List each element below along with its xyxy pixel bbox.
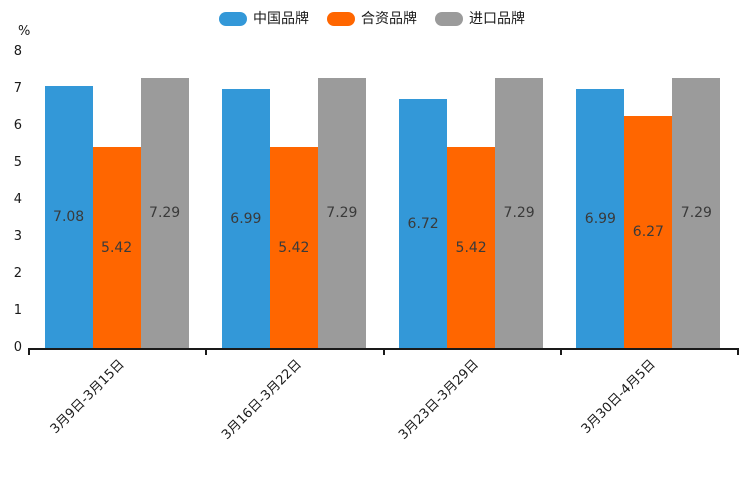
bar-value-label: 7.29 — [503, 205, 535, 222]
y-tick-label: 1 — [13, 303, 22, 318]
x-axis-tick — [559, 348, 562, 355]
legend-item: 中国品牌 — [219, 12, 309, 26]
bar-value-label: 6.72 — [407, 215, 439, 232]
bar-value-label: 6.99 — [584, 210, 616, 227]
bar-value-label: 7.29 — [149, 205, 181, 222]
bar-中国品牌-3月23日-3月29日 — [399, 99, 448, 348]
bar-value-label: 7.29 — [680, 205, 712, 222]
y-tick-label: 3 — [13, 229, 22, 244]
x-tick-label: 3月9日-3月15日 — [47, 357, 128, 437]
legend-label: 合资品牌 — [361, 11, 417, 27]
legend-swatch-icon — [219, 12, 247, 26]
legend-swatch-icon — [327, 12, 355, 26]
x-axis-tick — [28, 348, 30, 355]
bar-value-label: 6.27 — [632, 224, 664, 240]
legend-item: 合资品牌 — [327, 12, 417, 26]
bar-value-label: 5.42 — [455, 239, 487, 256]
bar-value-label: 7.29 — [326, 205, 358, 222]
legend-item: 进口品牌 — [435, 12, 525, 26]
y-tick-label: 0 — [13, 340, 22, 355]
bar-进口品牌-3月23日-3月29日 — [495, 78, 544, 348]
bar-value-label: 5.42 — [101, 239, 133, 256]
legend-swatch-icon — [435, 12, 463, 26]
x-axis-tick — [205, 348, 208, 355]
bar-进口品牌-3月16日-3月22日 — [317, 78, 366, 348]
bar-合资品牌-3月23日-3月29日 — [447, 147, 496, 348]
x-axis-tick — [382, 348, 385, 355]
bar-value-label: 5.42 — [278, 239, 310, 256]
x-tick-label: 3月30日-4月5日 — [579, 357, 659, 437]
chart-legend: 中国品牌 合资品牌 进口品牌 — [0, 8, 744, 30]
bar-value-label: 7.08 — [53, 209, 85, 226]
legend-label: 中国品牌 — [253, 11, 309, 27]
y-tick-label: 5 — [13, 155, 22, 170]
bar-进口品牌-3月9日-3月15日 — [140, 78, 189, 348]
bar-中国品牌-3月9日-3月15日 — [44, 86, 93, 348]
bar-value-label: 6.99 — [230, 210, 262, 227]
bar-中国品牌-3月30日-4月5日 — [576, 89, 625, 348]
bar-进口品牌-3月30日-4月5日 — [672, 78, 721, 348]
bar-中国品牌-3月16日-3月22日 — [221, 89, 270, 348]
y-axis-unit-label: % — [18, 24, 31, 39]
y-tick-label: 6 — [13, 118, 22, 133]
x-tick-label: 3月16日-3月22日 — [218, 357, 305, 443]
x-axis-tick — [737, 348, 739, 355]
y-tick-label: 2 — [13, 266, 22, 281]
bar-合资品牌-3月9日-3月15日 — [92, 147, 141, 348]
bar-合资品牌-3月16日-3月22日 — [269, 147, 318, 348]
legend-label: 进口品牌 — [469, 11, 525, 27]
y-tick-label: 8 — [13, 44, 22, 59]
x-tick-label: 3月23日-3月29日 — [395, 357, 482, 443]
y-tick-label: 4 — [13, 192, 22, 207]
y-tick-label: 7 — [13, 81, 22, 96]
bar-合资品牌-3月30日-4月5日 — [624, 116, 673, 348]
